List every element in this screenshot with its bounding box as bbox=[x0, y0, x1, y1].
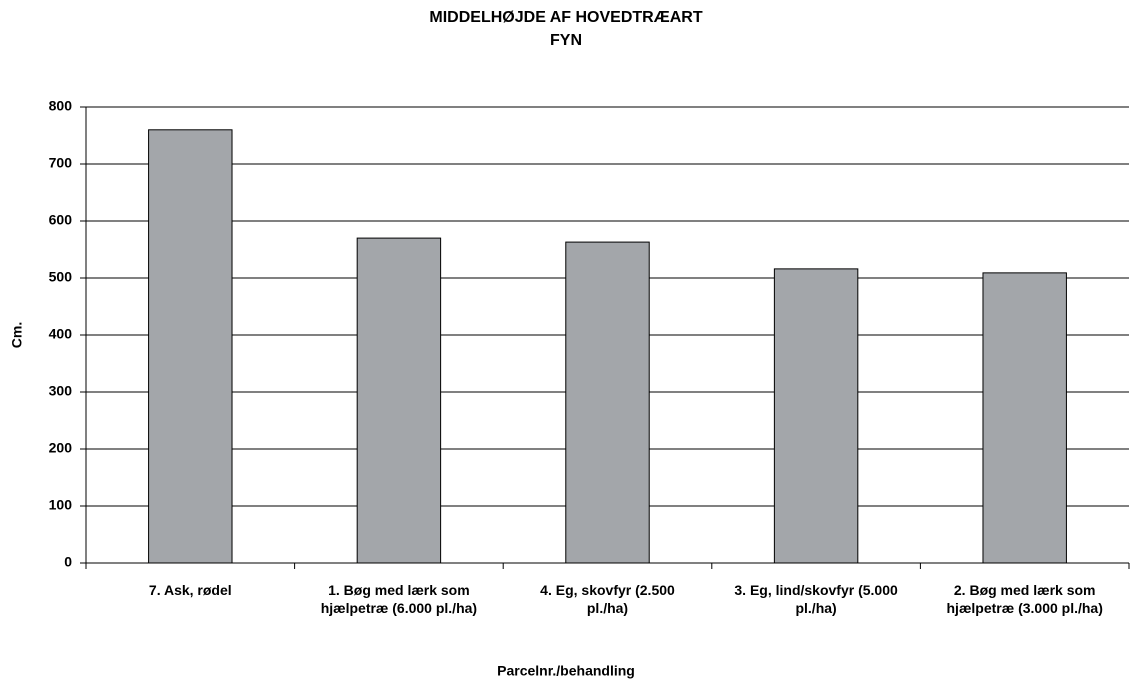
y-tick-label: 700 bbox=[49, 155, 73, 171]
chart-subtitle: FYN bbox=[550, 32, 582, 49]
bar bbox=[773, 268, 859, 564]
x-tick-label: 1. Bøg med lærk som hjælpetræ (6.000 pl.… bbox=[320, 582, 478, 616]
x-tick-label: 2. Bøg med lærk som hjælpetræ (3.000 pl.… bbox=[946, 582, 1103, 616]
chart-title: MIDDELHØJDE AF HOVEDTRÆART bbox=[429, 9, 702, 26]
y-tick-label: 0 bbox=[64, 554, 72, 570]
x-tick-label: 7. Ask, rødel bbox=[148, 582, 232, 598]
y-tick-label: 600 bbox=[49, 212, 73, 228]
y-tick-label: 200 bbox=[49, 440, 73, 456]
bar bbox=[356, 237, 442, 564]
y-tick-label: 400 bbox=[49, 326, 73, 342]
y-axis-label: Cm. bbox=[9, 322, 25, 348]
bar bbox=[565, 241, 650, 564]
x-tick-label: 4. Eg, skovfyr (2.500 pl./ha) bbox=[540, 582, 675, 616]
y-tick-label: 800 bbox=[49, 98, 73, 114]
x-tick-label: 3. Eg, lind/skovfyr (5.000 pl./ha) bbox=[734, 582, 898, 616]
x-axis-label: Parcelnr./behandling bbox=[497, 663, 635, 679]
bar bbox=[982, 272, 1067, 564]
bar bbox=[148, 129, 233, 564]
y-tick-label: 500 bbox=[49, 269, 73, 285]
y-tick-label: 300 bbox=[49, 383, 73, 399]
y-tick-label: 100 bbox=[49, 497, 73, 513]
